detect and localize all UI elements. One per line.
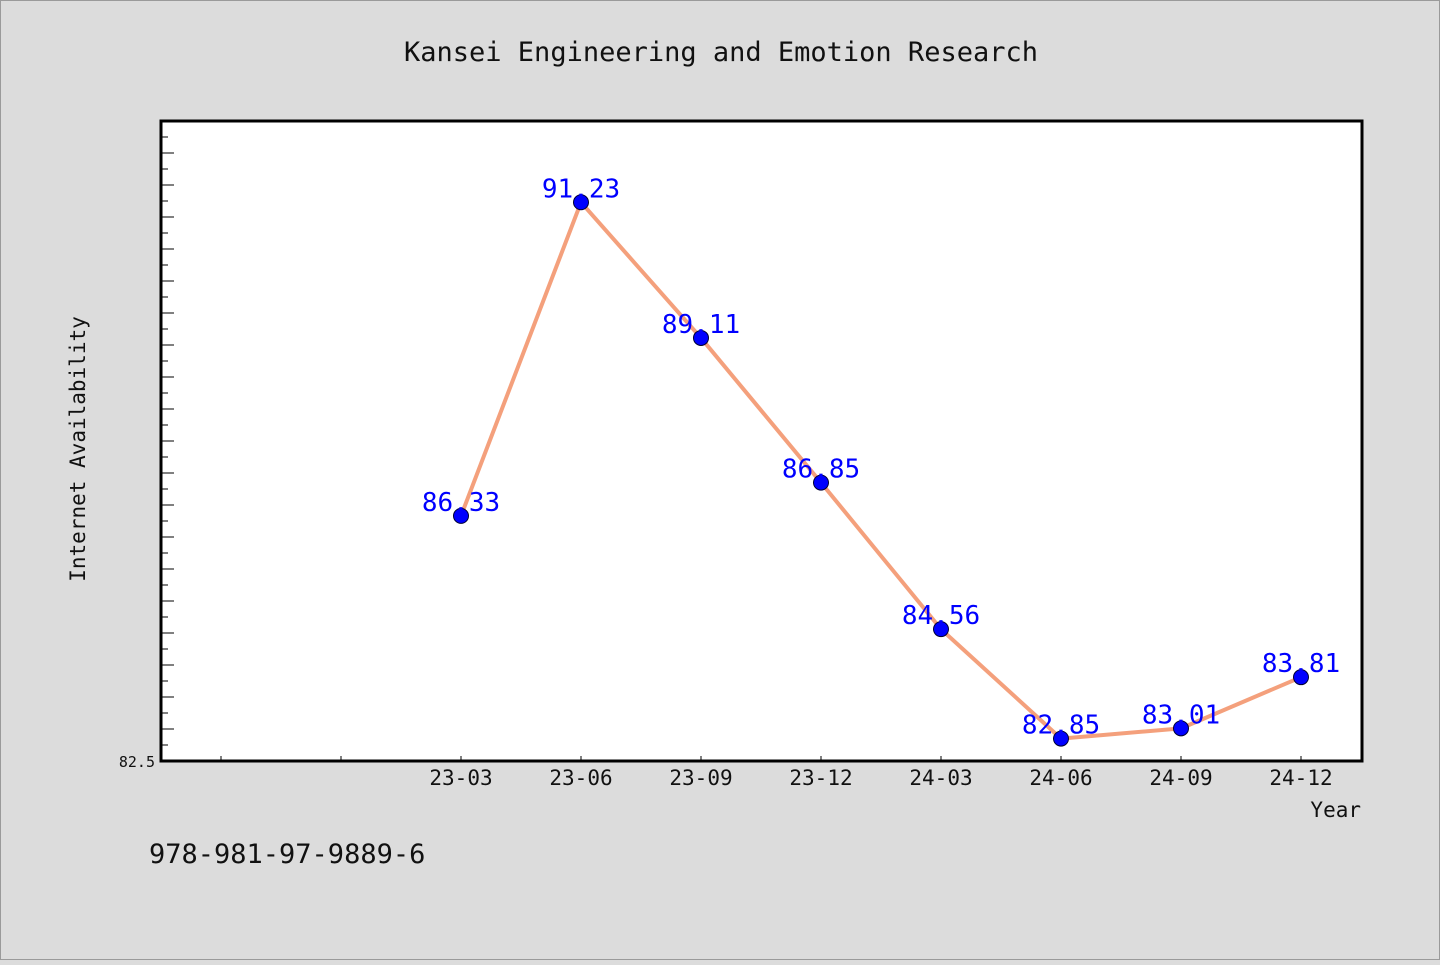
data-point <box>693 329 709 346</box>
data-label: 86.85 <box>782 455 860 485</box>
x-axis-label: Year <box>1310 798 1361 822</box>
data-point <box>453 507 469 524</box>
data-point <box>1293 669 1309 686</box>
data-point <box>933 621 949 638</box>
isbn-text: 978-981-97-9889-6 <box>149 839 425 870</box>
y-tick-label: 82.5 <box>119 753 155 771</box>
x-axis-ticks: 23-03 23-06 23-09 23-12 24-03 24-06 24-09 24-12 <box>220 756 1333 790</box>
x-tick-label: 23-03 <box>429 766 492 790</box>
plot-area <box>159 119 1364 763</box>
series-line <box>459 200 1303 741</box>
data-label: 84.56 <box>902 601 980 631</box>
series-line-group <box>459 200 1303 741</box>
data-label: 86.33 <box>422 488 500 518</box>
x-tick-label: 23-06 <box>549 766 612 790</box>
data-label: 89.11 <box>662 310 740 340</box>
chart-title: Kansei Engineering and Emotion Research <box>404 37 1038 68</box>
markers-group <box>453 194 1309 747</box>
data-label: 83.81 <box>1262 649 1340 679</box>
data-label: 83.01 <box>1142 700 1220 730</box>
data-label: 82.85 <box>1022 711 1100 741</box>
y-axis-label: Internet Availability <box>66 316 90 582</box>
x-tick-label: 24-06 <box>1029 766 1092 790</box>
data-labels-group: 86.33 91.23 89.11 86.85 84.56 82.85 83.01 83.81 <box>422 174 1340 740</box>
data-label: 91.23 <box>542 174 620 204</box>
x-tick-label: 23-12 <box>789 766 852 790</box>
data-point <box>1053 730 1069 747</box>
data-point <box>1173 720 1189 737</box>
x-tick-label: 24-09 <box>1149 766 1212 790</box>
x-tick-label: 24-12 <box>1269 766 1332 790</box>
x-tick-label: 24-03 <box>909 766 972 790</box>
data-point <box>573 194 589 211</box>
x-tick-label: 23-09 <box>669 766 732 790</box>
y-axis-ticks <box>161 120 174 762</box>
data-point <box>813 474 829 491</box>
